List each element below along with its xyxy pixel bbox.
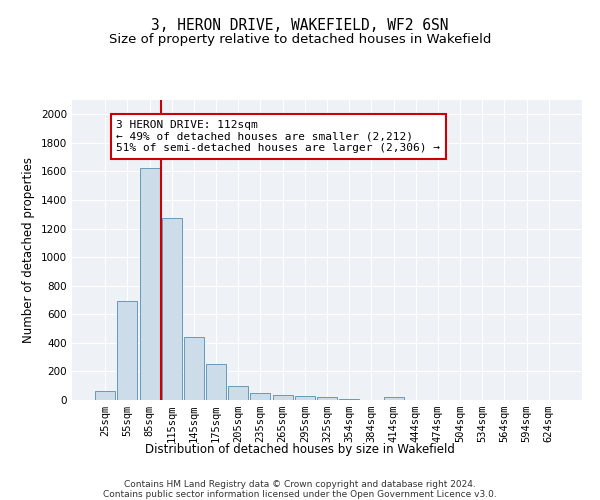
Bar (162, 218, 182, 400)
Bar (383, 397, 404, 400)
Bar (184, 337, 204, 400)
Bar (95, 390, 115, 400)
Bar (228, 386, 248, 400)
Bar (250, 393, 271, 400)
Bar (339, 398, 359, 400)
Bar (317, 397, 337, 400)
Text: Contains HM Land Registry data © Crown copyright and database right 2024.
Contai: Contains HM Land Registry data © Crown c… (103, 480, 497, 500)
Text: Size of property relative to detached houses in Wakefield: Size of property relative to detached ho… (109, 32, 491, 46)
Text: 3 HERON DRIVE: 112sqm
← 49% of detached houses are smaller (2,212)
51% of semi-d: 3 HERON DRIVE: 112sqm ← 49% of detached … (116, 120, 440, 153)
Y-axis label: Number of detached properties: Number of detached properties (22, 157, 35, 343)
Bar (140, 168, 160, 400)
Bar (118, 302, 137, 400)
Bar (272, 395, 293, 400)
Bar (295, 396, 315, 400)
Bar (206, 364, 226, 400)
Text: 3, HERON DRIVE, WAKEFIELD, WF2 6SN: 3, HERON DRIVE, WAKEFIELD, WF2 6SN (151, 18, 449, 32)
Text: Distribution of detached houses by size in Wakefield: Distribution of detached houses by size … (145, 442, 455, 456)
